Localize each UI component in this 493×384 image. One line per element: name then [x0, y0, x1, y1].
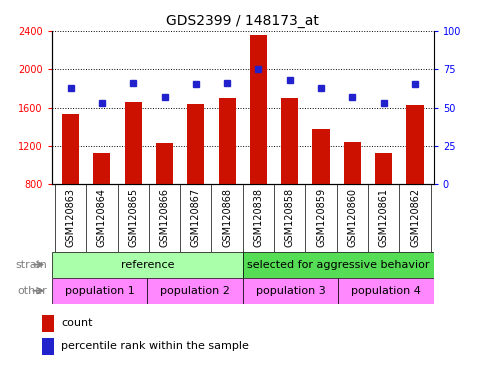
Text: GSM120868: GSM120868	[222, 188, 232, 247]
Bar	[52, 252, 243, 278]
Text: selected for aggressive behavior: selected for aggressive behavior	[247, 260, 429, 270]
Bar	[243, 252, 434, 278]
Bar	[52, 278, 147, 304]
Bar	[42, 338, 54, 355]
Text: reference: reference	[120, 260, 174, 270]
Text: GSM120866: GSM120866	[160, 188, 170, 247]
Bar	[281, 98, 298, 184]
Bar	[375, 152, 392, 184]
Bar	[250, 35, 267, 184]
Text: GSM120838: GSM120838	[253, 188, 263, 247]
Bar	[406, 104, 423, 184]
Bar	[42, 314, 54, 332]
Text: GSM120867: GSM120867	[191, 188, 201, 247]
Bar	[243, 278, 338, 304]
Bar	[313, 129, 330, 184]
Bar	[93, 152, 110, 184]
Text: GSM120859: GSM120859	[316, 188, 326, 247]
Bar	[218, 98, 236, 184]
Bar	[62, 114, 79, 184]
Text: GSM120860: GSM120860	[348, 188, 357, 247]
Text: GSM120862: GSM120862	[410, 188, 420, 247]
Bar	[125, 102, 142, 184]
Bar	[344, 142, 361, 184]
Bar	[147, 278, 243, 304]
Bar	[187, 104, 205, 184]
Text: strain: strain	[15, 260, 47, 270]
Text: GSM120863: GSM120863	[66, 188, 75, 247]
Text: population 2: population 2	[160, 286, 230, 296]
Text: population 1: population 1	[65, 286, 135, 296]
Text: count: count	[61, 318, 92, 328]
Title: GDS2399 / 148173_at: GDS2399 / 148173_at	[166, 14, 319, 28]
Text: GSM120864: GSM120864	[97, 188, 107, 247]
Bar	[338, 278, 434, 304]
Text: other: other	[17, 286, 47, 296]
Text: population 4: population 4	[351, 286, 421, 296]
Text: GSM120865: GSM120865	[128, 188, 138, 247]
Text: percentile rank within the sample: percentile rank within the sample	[61, 341, 249, 351]
Text: GSM120861: GSM120861	[379, 188, 389, 247]
Bar	[156, 143, 173, 184]
Text: population 3: population 3	[256, 286, 325, 296]
Text: GSM120858: GSM120858	[285, 188, 295, 247]
